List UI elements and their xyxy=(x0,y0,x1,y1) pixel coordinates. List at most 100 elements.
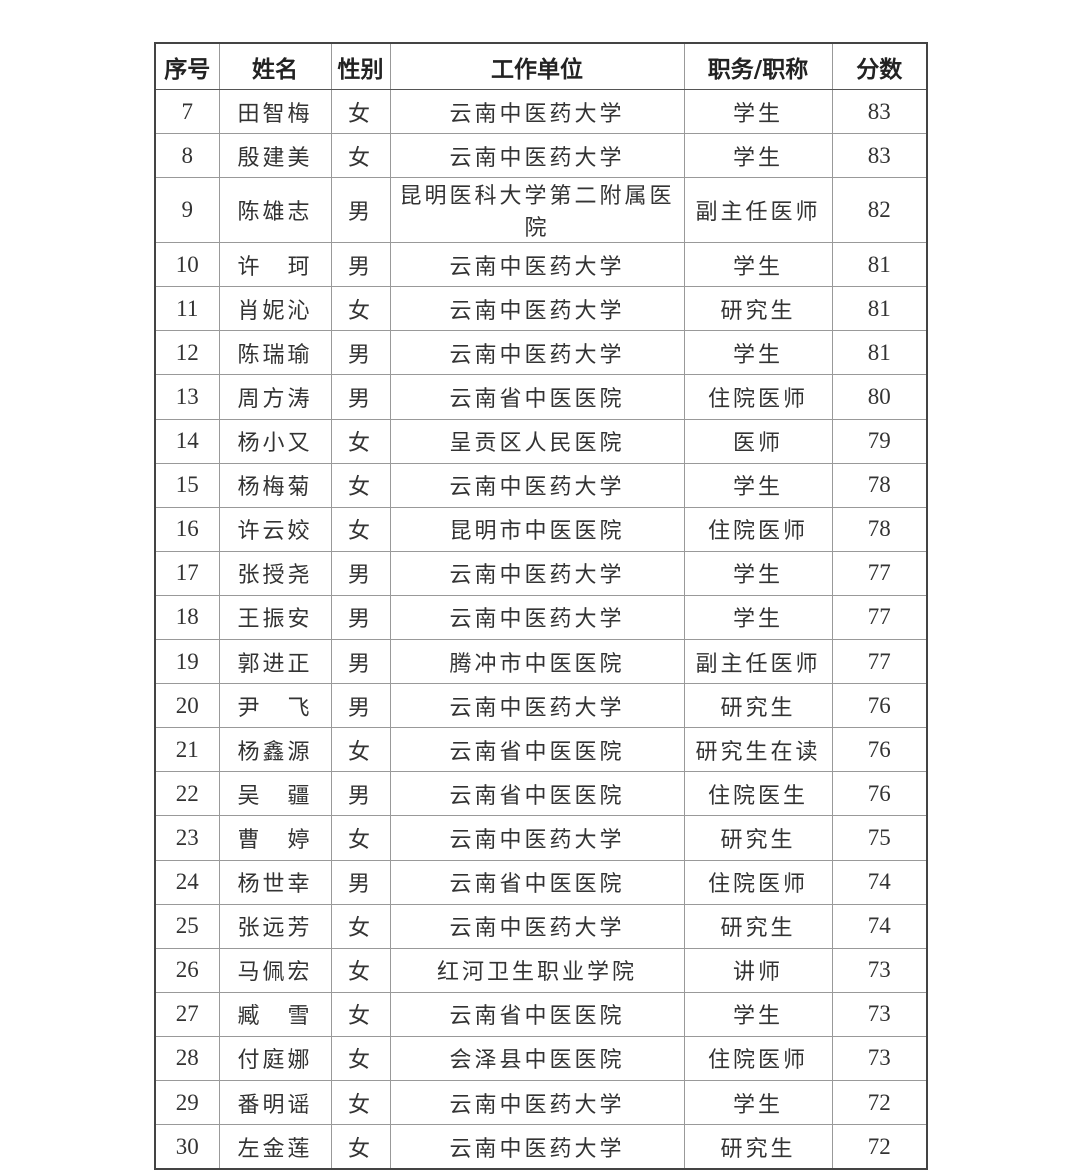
cell-workplace: 云南中医药大学 xyxy=(389,286,685,332)
table-row: 11 肖妮沁女云南中医药大学 研究生 81 xyxy=(154,286,928,332)
cell-index: 23 xyxy=(154,815,220,861)
cell-index: 11 xyxy=(154,286,220,332)
table-row: 28 付庭娜女会泽县中医医院 住院医师 73 xyxy=(154,1035,928,1081)
cell-index: 15 xyxy=(154,462,220,508)
cell-workplace: 云南中医药大学 xyxy=(389,242,685,288)
cell-gender: 女 xyxy=(330,727,391,773)
cell-position: 学生 xyxy=(683,550,833,596)
cell-workplace: 云南中医药大学 xyxy=(389,683,685,729)
cell-position: 研究生 xyxy=(683,683,833,729)
cell-workplace: 云南中医药大学 xyxy=(389,1079,685,1126)
cell-gender: 女 xyxy=(330,133,391,179)
cell-position: 讲师 xyxy=(683,947,833,993)
cell-index: 17 xyxy=(154,550,220,596)
table-row: 27 臧 雪女云南省中医医院 学生 73 xyxy=(154,991,928,1037)
cell-name: 王振安 xyxy=(218,594,332,641)
cell-workplace: 云南省中医医院 xyxy=(389,991,685,1037)
cell-gender: 男 xyxy=(330,177,391,244)
cell-workplace: 云南中医药大学 xyxy=(389,330,685,376)
cell-position: 研究生在读 xyxy=(683,727,833,773)
cell-gender: 女 xyxy=(330,947,391,993)
cell-name: 马佩宏 xyxy=(218,947,332,993)
table-row: 8 殷建美女云南中医药大学 学生 83 xyxy=(154,133,928,179)
table-row: 23 曹 婷女云南中医药大学 研究生 75 xyxy=(154,815,928,861)
cell-score: 72 xyxy=(831,1124,928,1170)
cell-name: 陈瑞瑜 xyxy=(218,330,332,376)
cell-workplace: 云南中医药大学 xyxy=(389,88,685,135)
table-row: 14 杨小又女呈贡区人民医院 医师 79 xyxy=(154,418,928,464)
cell-index: 10 xyxy=(154,242,220,288)
cell-score: 81 xyxy=(831,330,928,376)
cell-workplace: 云南省中医医院 xyxy=(389,859,685,905)
cell-index: 8 xyxy=(154,133,220,179)
cell-name: 周方涛 xyxy=(218,374,332,420)
table-row: 17 张授尧男云南中医药大学 学生 77 xyxy=(154,550,928,596)
cell-position: 研究生 xyxy=(683,286,833,332)
cell-gender: 男 xyxy=(330,330,391,376)
table-row: 9 陈雄志男昆明医科大学第二附属医院 副主任医师 82 xyxy=(154,177,928,244)
cell-index: 25 xyxy=(154,903,220,949)
cell-position: 研究生 xyxy=(683,903,833,949)
cell-position: 学生 xyxy=(683,242,833,288)
cell-workplace: 云南省中医医院 xyxy=(389,374,685,420)
cell-score: 76 xyxy=(831,771,928,817)
cell-score: 77 xyxy=(831,639,928,685)
cell-workplace: 会泽县中医医院 xyxy=(389,1035,685,1081)
table-row: 25 张远芳女云南中医药大学 研究生 74 xyxy=(154,903,928,949)
cell-name: 左金莲 xyxy=(218,1124,332,1170)
cell-score: 79 xyxy=(831,418,928,464)
cell-workplace: 云南中医药大学 xyxy=(389,462,685,508)
table-row: 13 周方涛男云南省中医医院 住院医师 80 xyxy=(154,374,928,420)
cell-name: 尹 飞 xyxy=(218,683,332,729)
cell-position: 研究生 xyxy=(683,1124,833,1170)
cell-name: 杨小又 xyxy=(218,418,332,464)
cell-score: 81 xyxy=(831,242,928,288)
cell-score: 83 xyxy=(831,88,928,135)
table-row: 20 尹 飞男云南中医药大学 研究生 76 xyxy=(154,683,928,729)
cell-position: 学生 xyxy=(683,1079,833,1126)
table-row: 19 郭进正男腾冲市中医医院 副主任医师 77 xyxy=(154,639,928,685)
cell-index: 26 xyxy=(154,947,220,993)
cell-position: 副主任医师 xyxy=(683,639,833,685)
cell-name: 郭进正 xyxy=(218,639,332,685)
cell-score: 78 xyxy=(831,462,928,508)
cell-index: 9 xyxy=(154,177,220,244)
cell-name: 杨鑫源 xyxy=(218,727,332,773)
cell-name: 吴 疆 xyxy=(218,771,332,817)
table-row: 22 吴 疆男云南省中医医院 住院医生 76 xyxy=(154,771,928,817)
cell-score: 77 xyxy=(831,594,928,641)
cell-gender: 男 xyxy=(330,374,391,420)
cell-gender: 男 xyxy=(330,683,391,729)
cell-index: 22 xyxy=(154,771,220,817)
table-row: 21 杨鑫源女云南省中医医院 研究生在读 76 xyxy=(154,727,928,773)
header-index: 序号 xyxy=(154,42,220,90)
header-row: 序号 姓名 性别 工作单位 职务/职称 分数 xyxy=(154,42,928,90)
cell-position: 医师 xyxy=(683,418,833,464)
cell-name: 肖妮沁 xyxy=(218,286,332,332)
cell-index: 18 xyxy=(154,594,220,641)
header-gender: 性别 xyxy=(330,42,391,90)
cell-position: 研究生 xyxy=(683,815,833,861)
cell-gender: 女 xyxy=(330,1079,391,1126)
cell-gender: 男 xyxy=(330,550,391,596)
cell-gender: 女 xyxy=(330,903,391,949)
cell-index: 29 xyxy=(154,1079,220,1126)
cell-gender: 男 xyxy=(330,594,391,641)
score-table: 序号 姓名 性别 工作单位 职务/职称 分数 7 田智梅女云南中医药大学 学生 83 8… xyxy=(154,42,928,1170)
cell-name: 陈雄志 xyxy=(218,177,332,244)
cell-score: 76 xyxy=(831,727,928,773)
cell-score: 82 xyxy=(831,177,928,244)
cell-position: 副主任医师 xyxy=(683,177,833,244)
table-row: 16 许云姣女昆明市中医医院 住院医师 78 xyxy=(154,506,928,552)
cell-gender: 女 xyxy=(330,815,391,861)
table-row: 29 番明谣女云南中医药大学 学生 72 xyxy=(154,1079,928,1126)
cell-workplace: 红河卫生职业学院 xyxy=(389,947,685,993)
cell-position: 住院医师 xyxy=(683,374,833,420)
table-row: 12 陈瑞瑜男云南中医药大学 学生 81 xyxy=(154,330,928,376)
cell-position: 住院医师 xyxy=(683,506,833,552)
cell-name: 殷建美 xyxy=(218,133,332,179)
cell-position: 学生 xyxy=(683,330,833,376)
cell-gender: 女 xyxy=(330,462,391,508)
cell-index: 27 xyxy=(154,991,220,1037)
cell-score: 74 xyxy=(831,859,928,905)
